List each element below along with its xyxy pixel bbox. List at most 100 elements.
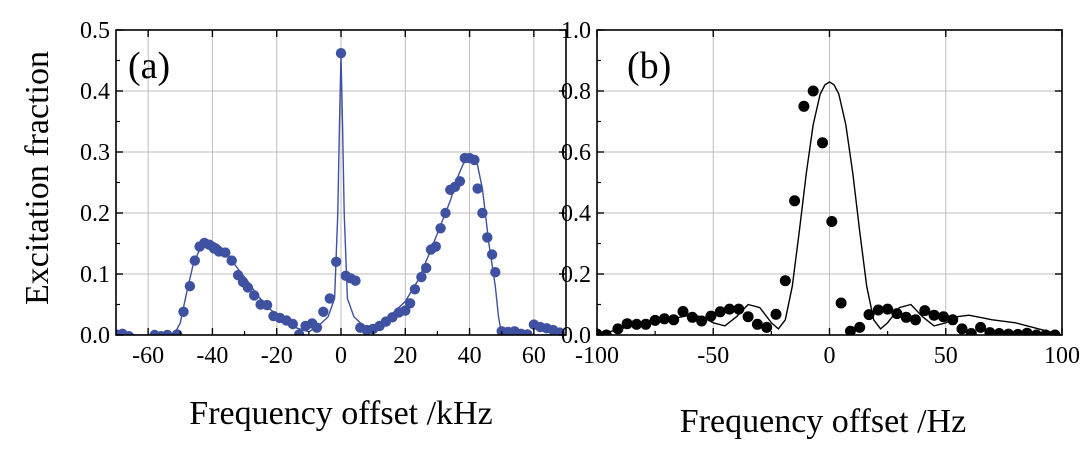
data-point (826, 216, 838, 227)
data-point (649, 314, 661, 326)
data-point (409, 284, 421, 295)
data-point (761, 321, 773, 333)
data-point (686, 311, 698, 323)
data-point (162, 329, 173, 335)
data-point (770, 308, 782, 320)
data-point (335, 48, 347, 59)
y-tick-label: 0.8 (561, 79, 591, 105)
x-axis-title-b: Frequency offset /Hz (680, 403, 966, 440)
data-point (350, 275, 361, 286)
data-point (817, 137, 828, 149)
data-point (724, 303, 735, 315)
data-point (900, 311, 912, 323)
data-point (123, 331, 134, 335)
y-tick-label: 0.0 (561, 323, 591, 349)
y-axis-title: Excitation fraction (19, 51, 56, 305)
data-point (1021, 327, 1033, 335)
x-tick-label: 0 (824, 343, 836, 369)
x-tick-label: -20 (261, 343, 293, 369)
data-point (835, 297, 847, 309)
data-point (440, 207, 451, 219)
data-point (226, 255, 237, 266)
data-point (311, 322, 323, 333)
data-point (733, 303, 745, 315)
data-point (807, 85, 819, 97)
data-point (658, 313, 670, 325)
data-point (975, 321, 987, 333)
data-point (220, 247, 231, 258)
data-point (891, 308, 903, 320)
data-point (751, 318, 763, 330)
data-point (421, 262, 432, 274)
data-point (287, 318, 298, 330)
data-point (993, 328, 1005, 335)
data-point (956, 323, 968, 335)
data-point (705, 310, 717, 322)
data-point (854, 321, 866, 333)
x-tick-label: 0 (335, 343, 347, 369)
plot-area (597, 81, 1062, 335)
x-tick-label: 50 (934, 343, 958, 369)
fit-curve (597, 81, 1062, 335)
data-point (621, 318, 633, 330)
x-tick-label: -60 (132, 343, 164, 369)
data-point (928, 309, 940, 321)
data-point (454, 176, 466, 187)
x-tick-label: -100 (575, 343, 619, 369)
y-tick-label: 0.3 (80, 140, 110, 166)
panel-a: -60 -40 -20 0 20 40 60 0.0 0.1 0.2 0.3 0.4 0.5 (a) (80, 18, 567, 369)
data-point (178, 306, 189, 317)
data-point (779, 275, 791, 287)
y-tick-label: 0.6 (561, 140, 591, 166)
x-tick-label: 20 (393, 343, 417, 369)
data-point (714, 306, 726, 318)
data-point (294, 329, 305, 335)
data-point (477, 207, 488, 219)
data-point (261, 299, 273, 311)
data-point (1030, 329, 1042, 335)
panel-label: (a) (128, 45, 170, 87)
data-point (318, 306, 329, 317)
data-point (798, 100, 810, 112)
y-tick-label: 0.4 (561, 201, 591, 227)
y-tick-label: 0.2 (561, 262, 591, 288)
data-point (919, 305, 931, 317)
data-point (882, 303, 894, 315)
data-point (844, 325, 856, 335)
data-point (435, 223, 446, 234)
data-point (668, 314, 680, 326)
data-point (947, 314, 959, 326)
data-point (430, 241, 441, 252)
y-tick-label: 0.0 (80, 323, 110, 349)
data-point (522, 329, 533, 335)
data-point (612, 323, 624, 335)
data-point (1040, 329, 1052, 335)
x-tick-label: 60 (522, 343, 546, 369)
y-tick-label: 0.4 (80, 79, 110, 105)
data-point (937, 311, 949, 323)
panel-b: -100 -50 0 50 100 0.0 0.2 0.4 0.6 0.8 1.0 (b) (561, 18, 1080, 369)
data-point (324, 293, 335, 304)
data-point (469, 154, 480, 166)
x-tick-label: 40 (458, 343, 482, 369)
y-tick-label: 0.1 (80, 262, 110, 288)
data-point (242, 282, 253, 293)
plot-area (116, 48, 566, 335)
data-point (1012, 328, 1024, 335)
y-tick-label: 1.0 (561, 18, 591, 44)
data-point (1049, 329, 1061, 335)
data-point (696, 315, 708, 327)
data-point (872, 304, 884, 316)
data-point (189, 255, 200, 266)
y-tick-label: 0.5 (80, 18, 110, 44)
data-point (490, 267, 501, 278)
data-point (965, 328, 977, 335)
data-point (984, 327, 996, 335)
panel-label: (b) (627, 45, 671, 87)
data-point (482, 232, 493, 243)
data-point (863, 309, 875, 321)
data-point (416, 271, 427, 283)
data-point (331, 256, 342, 267)
